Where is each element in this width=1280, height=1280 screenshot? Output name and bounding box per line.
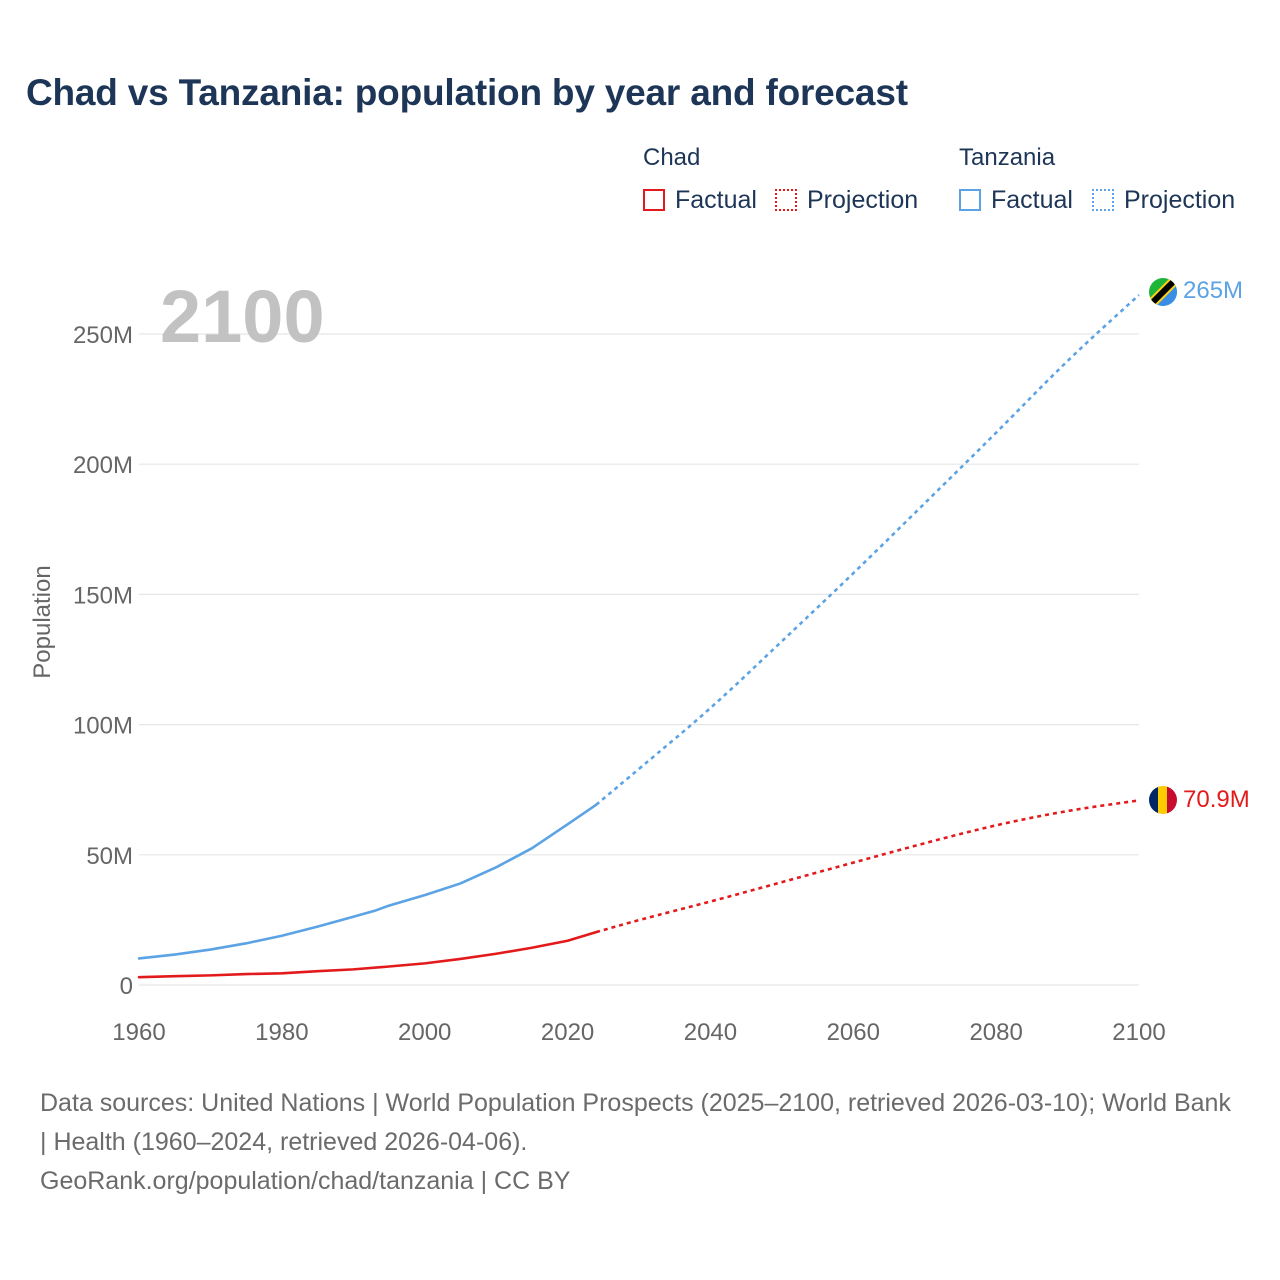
legend-label: Factual: [675, 185, 757, 214]
legend-swatch-tanzania-projection: [1092, 189, 1114, 211]
y-tick-label: 50M: [86, 843, 133, 870]
y-tick-label: 250M: [73, 322, 133, 349]
legend-label: Projection: [1124, 185, 1236, 214]
legend-title-chad: Chad: [643, 144, 701, 171]
chad-projection-line: [595, 799, 1140, 934]
legend-item-tanzania-projection[interactable]: Projection: [1092, 185, 1235, 215]
x-tick-label: 2000: [398, 1019, 451, 1046]
legend-title-tanzania: Tanzania: [959, 144, 1056, 171]
legend-label: Factual: [991, 185, 1073, 214]
chad-factual-line: [137, 930, 598, 979]
x-tick-label: 2040: [684, 1019, 737, 1046]
credit-link[interactable]: GeoRank.org/population/chad/tanzania | C…: [40, 1167, 571, 1195]
legend-label: Projection: [807, 185, 919, 214]
x-tick-label: 1980: [255, 1019, 308, 1046]
x-tick-label: 2080: [969, 1019, 1022, 1046]
legend-item-chad-factual[interactable]: Factual: [643, 185, 757, 215]
chad-end-label: 70.9M: [1183, 786, 1250, 813]
tanzania-end-label: 265M: [1183, 277, 1243, 304]
tanzania-factual-line: [137, 803, 598, 960]
y-tick-label: 100M: [73, 713, 133, 740]
legend-item-chad-projection[interactable]: Projection: [775, 185, 918, 215]
legend-swatch-chad-factual: [643, 189, 665, 211]
chart-title: Chad vs Tanzania: population by year and…: [26, 72, 908, 113]
population-chart: 0 50M 100M 150M 200M 250M 1960 1980 2000 2020 2040…: [29, 275, 1250, 1046]
x-tick-label: 2100: [1112, 1019, 1165, 1046]
y-tick-label: 200M: [73, 452, 133, 479]
chad-flag-icon: [1149, 786, 1177, 814]
legend-swatch-tanzania-factual: [959, 189, 981, 211]
y-tick-label: 150M: [73, 582, 133, 609]
footer: Data sources: United Nations | World Pop…: [40, 1084, 1240, 1201]
legend-item-tanzania-factual[interactable]: Factual: [959, 185, 1073, 215]
x-tick-label: 2020: [541, 1019, 594, 1046]
legend-swatch-chad-projection: [775, 189, 797, 211]
tanzania-projection-line: [595, 293, 1141, 806]
data-sources: Data sources: United Nations | World Pop…: [40, 1089, 1231, 1156]
x-tick-label: 2060: [827, 1019, 880, 1046]
tanzania-flag-icon: [1149, 278, 1177, 306]
x-tick-label: 1960: [112, 1019, 165, 1046]
y-axis-label: Population: [29, 565, 56, 678]
year-watermark: 2100: [160, 275, 325, 358]
y-tick-label: 0: [120, 973, 133, 1000]
